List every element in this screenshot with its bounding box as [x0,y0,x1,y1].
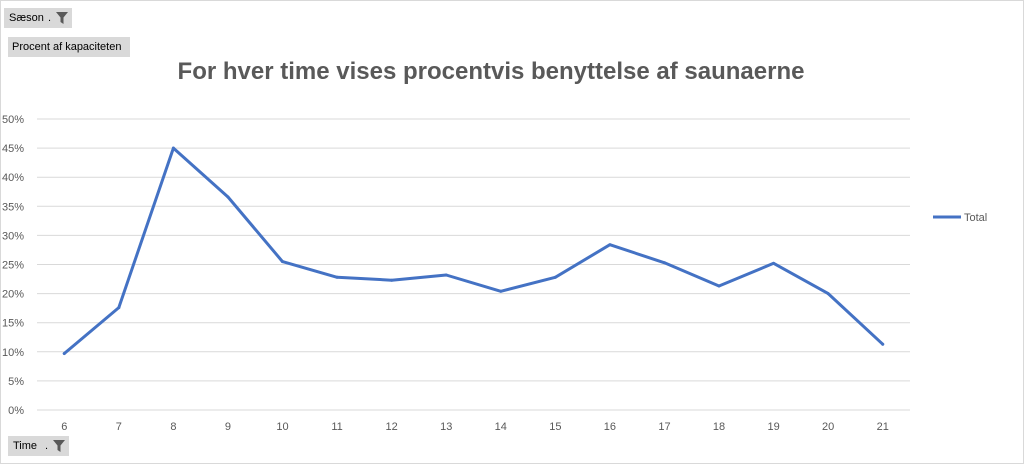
y-tick-label: 0% [8,405,24,417]
x-tick-label: 9 [225,421,231,433]
x-tick-label: 20 [822,421,834,433]
data-point [390,278,394,282]
data-point [117,306,121,310]
x-tick-label: 13 [440,421,452,433]
x-tick-label: 7 [116,421,122,433]
data-point [226,195,230,199]
data-point [772,261,776,265]
y-tick-label: 45% [2,143,24,155]
legend-label: Total [964,212,987,224]
time-axis-field-button[interactable]: Time . [8,436,69,456]
data-point [881,342,885,346]
x-tick-label: 17 [658,421,670,433]
filter-funnel-icon [53,440,65,452]
x-tick-label: 6 [61,421,67,433]
filter-funnel-icon [56,12,68,24]
data-point [171,146,175,150]
data-point [62,352,66,356]
time-axis-field-marker: . [44,440,48,452]
x-tick-label: 10 [276,421,288,433]
y-tick-label: 10% [2,347,24,359]
data-point [826,292,830,296]
x-tick-label: 19 [767,421,779,433]
season-filter-label: Sæson [9,12,44,24]
x-tick-label: 12 [386,421,398,433]
y-tick-label: 35% [2,201,24,213]
y-tick-label: 50% [2,114,24,126]
data-point [335,275,339,279]
values-field-button[interactable]: Procent af kapaciteten [8,37,130,57]
x-tick-label: 11 [331,421,342,433]
x-tick-label: 8 [170,421,176,433]
y-tick-label: 15% [2,318,24,330]
x-tick-label: 15 [549,421,561,433]
chart-title: For hver time vises procentvis benyttels… [177,58,805,85]
y-tick-label: 30% [2,230,24,242]
x-tick-label: 18 [713,421,725,433]
time-axis-field-label: Time [13,440,38,452]
data-point [608,243,612,247]
y-tick-label: 25% [2,260,24,272]
data-point [444,273,448,277]
data-point [281,260,285,264]
data-point [717,284,721,288]
season-filter-button[interactable]: Sæson . [4,8,72,28]
data-point [553,275,557,279]
data-point [499,289,503,293]
values-field-label: Procent af kapaciteten [12,41,122,53]
data-point [662,261,666,265]
x-tick-label: 16 [604,421,616,433]
series-line-total [62,146,885,355]
y-tick-label: 20% [2,289,24,301]
season-filter-marker: . [47,12,51,24]
y-tick-label: 5% [8,376,24,388]
y-tick-label: 40% [2,172,24,184]
x-tick-label: 21 [877,421,889,433]
x-tick-label: 14 [495,421,507,433]
